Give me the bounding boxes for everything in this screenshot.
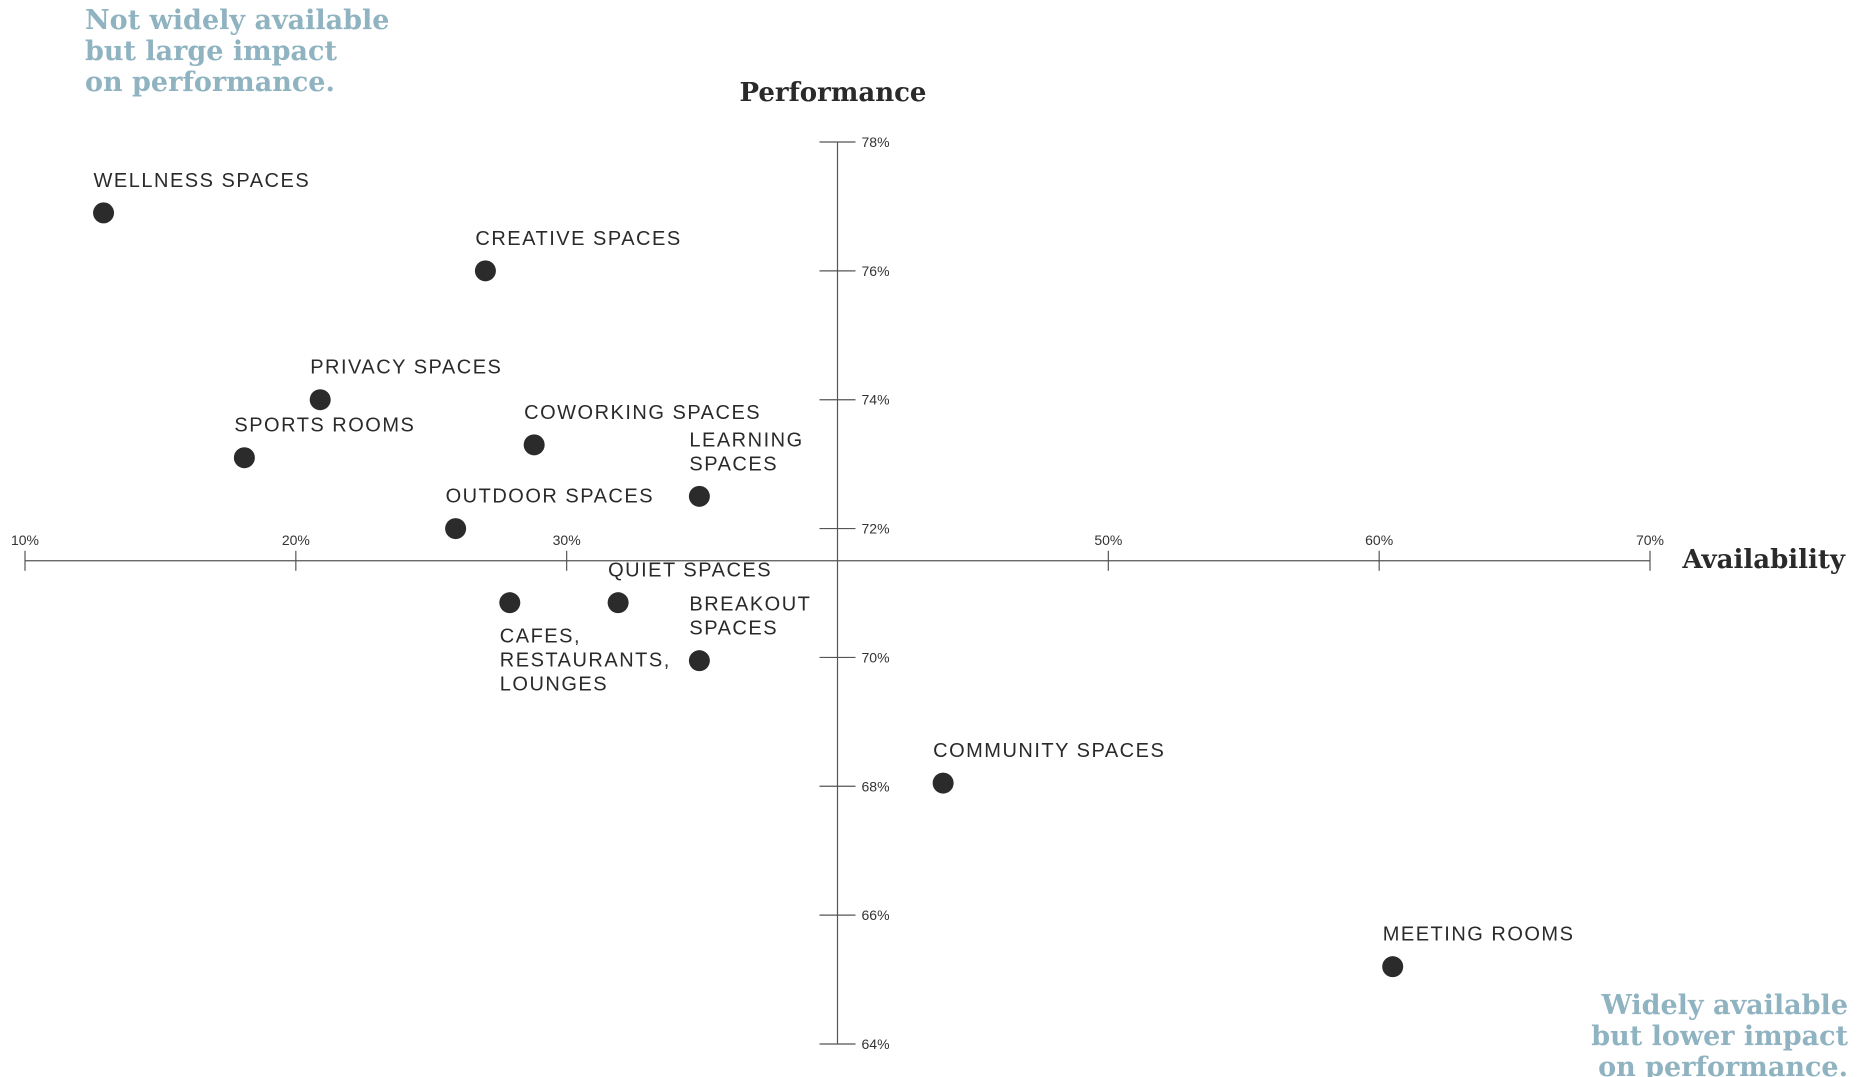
- scatter-point-group: SPORTS ROOMS: [233, 415, 415, 469]
- point-label-line: WELLNESS SPACES: [94, 170, 311, 192]
- y-axis-ticks: 78% 76% 74% 72% 70% 68% 66% 64%: [819, 134, 890, 1052]
- y-tick-label: 78%: [862, 134, 890, 150]
- scatter-point-group: COMMUNITY SPACES: [932, 740, 1165, 794]
- x-tick-label: 20%: [282, 532, 310, 548]
- x-tick-label: 70%: [1636, 532, 1664, 548]
- point-label: SPORTS ROOMS: [234, 415, 415, 437]
- point-label: COMMUNITY SPACES: [933, 740, 1165, 762]
- x-axis-ticks: 10% 20% 30% 50% 60% 70%: [11, 532, 1664, 571]
- scatter-point-group: BREAKOUT SPACES: [688, 594, 811, 672]
- scatter-point: [688, 485, 710, 507]
- point-label-line: MEETING ROOMS: [1383, 924, 1575, 946]
- x-tick-label: 10%: [11, 532, 39, 548]
- annotation-line: but lower impact: [1591, 1021, 1848, 1052]
- point-label: OUTDOOR SPACES: [446, 486, 654, 508]
- scatter-point: [688, 650, 710, 672]
- y-tick-label: 76%: [862, 263, 890, 279]
- scatter-point-group: WELLNESS SPACES: [93, 170, 311, 224]
- point-label-line: SPORTS ROOMS: [234, 415, 415, 437]
- y-tick-label: 74%: [862, 392, 890, 408]
- point-label-line: BREAKOUT: [689, 594, 811, 616]
- annotation-line: Not widely available: [85, 5, 389, 36]
- point-label-line: OUTDOOR SPACES: [446, 486, 654, 508]
- x-tick-label: 60%: [1365, 532, 1393, 548]
- point-label-line: QUIET SPACES: [608, 560, 772, 582]
- scatter-point-group: MEETING ROOMS: [1382, 924, 1575, 978]
- point-label-line: CREATIVE SPACES: [475, 228, 681, 250]
- point-label: BREAKOUT SPACES: [689, 594, 811, 640]
- point-label: COWORKING SPACES: [524, 402, 761, 424]
- y-tick-label: 64%: [862, 1036, 890, 1052]
- point-label-line: SPACES: [689, 453, 778, 475]
- scatter-point: [93, 202, 115, 224]
- point-label: PRIVACY SPACES: [310, 357, 502, 379]
- scatter-point: [523, 434, 545, 456]
- point-label-line: LOUNGES: [500, 674, 608, 696]
- scatter-point: [474, 260, 496, 282]
- data-points: WELLNESS SPACES CREATIVE SPACES PRIVACY SP…: [93, 170, 1575, 978]
- scatter-point: [445, 518, 467, 540]
- annotation-line: but large impact: [85, 36, 337, 67]
- scatter-point: [233, 447, 255, 469]
- y-tick-label: 68%: [862, 778, 890, 794]
- annotation-bottom-right: Widely available but lower impact on perfo…: [1591, 990, 1848, 1077]
- point-label-line: COWORKING SPACES: [524, 402, 761, 424]
- x-tick-label: 30%: [553, 532, 581, 548]
- point-label-line: COMMUNITY SPACES: [933, 740, 1165, 762]
- point-label: CAFES, RESTAURANTS, LOUNGES: [500, 626, 671, 696]
- point-label: LEARNING SPACES: [689, 429, 803, 475]
- scatter-point: [309, 389, 331, 411]
- point-label: QUIET SPACES: [608, 560, 772, 582]
- scatter-point: [499, 592, 521, 614]
- scatter-point: [607, 592, 629, 614]
- point-label-line: CAFES,: [500, 626, 581, 648]
- scatter-point-group: OUTDOOR SPACES: [445, 486, 654, 540]
- scatter-point: [1382, 956, 1404, 978]
- scatter-point-group: COWORKING SPACES: [523, 402, 761, 456]
- scatter-point: [932, 772, 954, 794]
- annotation-line: Widely available: [1600, 990, 1848, 1021]
- scatter-point-group: PRIVACY SPACES: [309, 357, 502, 411]
- point-label: CREATIVE SPACES: [475, 228, 681, 250]
- y-axis-title: Performance: [740, 78, 927, 108]
- annotation-line: on performance.: [85, 67, 335, 98]
- x-tick-label: 50%: [1094, 532, 1122, 548]
- point-label: MEETING ROOMS: [1383, 924, 1575, 946]
- y-tick-label: 66%: [862, 907, 890, 923]
- point-label-line: SPACES: [689, 618, 778, 640]
- scatter-point-group: CREATIVE SPACES: [474, 228, 681, 282]
- x-axis-title: Availability: [1681, 545, 1845, 575]
- y-tick-label: 72%: [862, 521, 890, 537]
- y-tick-label: 70%: [862, 649, 890, 665]
- axes: 10% 20% 30% 50% 60% 70% 78% 76% 74% 72% 70% 68% 66%…: [11, 78, 1846, 1052]
- point-label-line: RESTAURANTS,: [500, 650, 671, 672]
- annotation-line: on performance.: [1598, 1052, 1848, 1077]
- annotation-top-left: Not widely available but large impact on p…: [85, 5, 389, 98]
- point-label-line: LEARNING: [689, 429, 803, 451]
- point-label-line: PRIVACY SPACES: [310, 357, 502, 379]
- point-label: WELLNESS SPACES: [94, 170, 311, 192]
- scatter-point-group: CAFES, RESTAURANTS, LOUNGES: [499, 592, 671, 696]
- scatter-point-group: LEARNING SPACES: [688, 429, 803, 507]
- scatter-point-group: QUIET SPACES: [607, 560, 772, 614]
- quadrant-annotations: Not widely available but large impact on p…: [85, 5, 1849, 1077]
